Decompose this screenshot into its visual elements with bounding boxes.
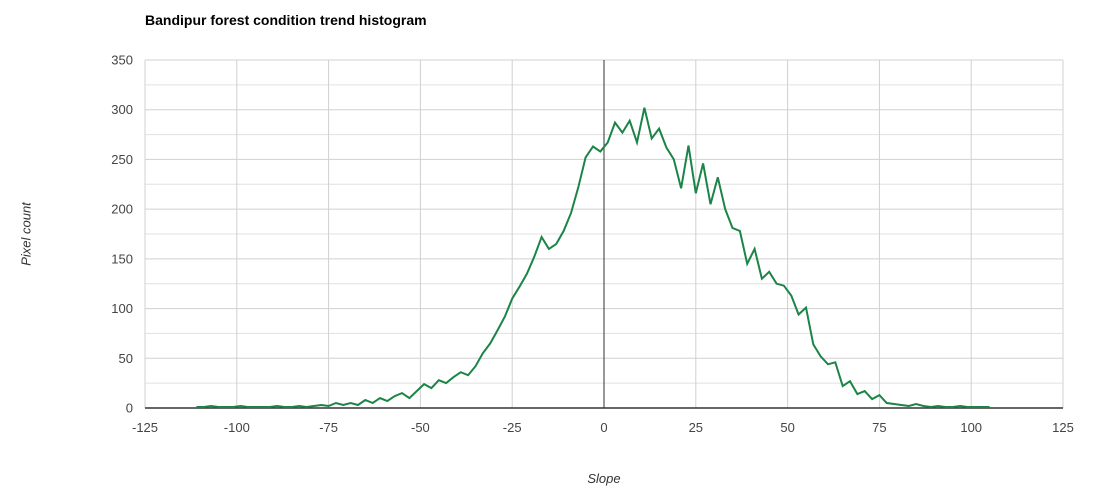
axis-lines [145, 60, 1063, 409]
chart-title: Bandipur forest condition trend histogra… [145, 12, 427, 28]
x-tick-label: 0 [600, 420, 607, 435]
x-tick-label: 25 [689, 420, 703, 435]
y-tick-label: 250 [111, 152, 133, 167]
x-tick-labels: -125 -100 -75 -50 -25 0 25 50 75 100 125 [132, 420, 1074, 435]
x-tick-label: 100 [960, 420, 982, 435]
x-tick-label: 125 [1052, 420, 1074, 435]
y-tick-label: 150 [111, 251, 133, 266]
x-tick-label: -50 [411, 420, 430, 435]
x-axis-title: Slope [587, 471, 621, 486]
y-tick-label: 50 [119, 351, 133, 366]
x-tick-label: 50 [780, 420, 794, 435]
y-tick-label: 350 [111, 53, 133, 68]
x-tick-label: -25 [503, 420, 522, 435]
x-tick-label: -75 [319, 420, 338, 435]
y-tick-label: 100 [111, 301, 133, 316]
y-tick-labels: 0 50 100 150 200 250 300 350 [111, 53, 133, 416]
x-tick-label: -125 [132, 420, 158, 435]
series-line [196, 107, 990, 409]
y-tick-label: 300 [111, 102, 133, 117]
x-tick-label: -100 [224, 420, 250, 435]
y-tick-label: 0 [126, 401, 133, 416]
y-tick-label: 200 [111, 202, 133, 217]
x-tick-label: 75 [872, 420, 886, 435]
